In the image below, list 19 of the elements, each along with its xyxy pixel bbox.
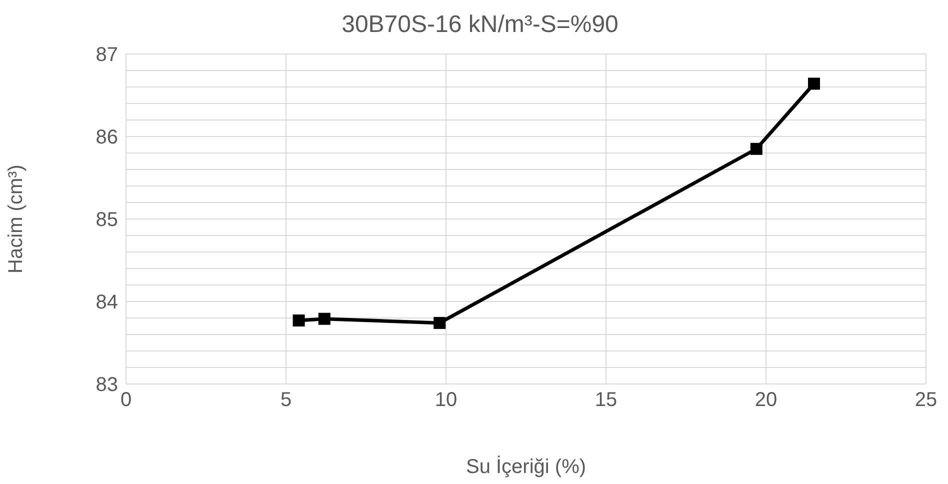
y-tick-label: 83 bbox=[96, 374, 118, 396]
point bbox=[292, 314, 305, 326]
x-tick-label: 15 bbox=[594, 389, 618, 412]
x-tick-label: 10 bbox=[434, 389, 458, 412]
x-tick-label: 20 bbox=[754, 389, 778, 412]
y-tick-label: 85 bbox=[96, 209, 118, 232]
point bbox=[434, 316, 446, 329]
point bbox=[808, 78, 820, 90]
x-tick-label: 0 bbox=[120, 389, 132, 412]
point bbox=[318, 312, 330, 325]
point bbox=[750, 142, 762, 155]
x-tick-label: 25 bbox=[914, 389, 938, 412]
y-tick-label: 87 bbox=[96, 44, 118, 66]
chart-title: 30B70S-16 kN/m³-S=%90 bbox=[342, 11, 618, 38]
y-axis-title: Hacim (cm³) bbox=[5, 164, 27, 274]
x-tick-label: 5 bbox=[280, 389, 292, 412]
y-tick-label: 84 bbox=[96, 292, 118, 314]
y-tick-label: 86 bbox=[96, 126, 118, 149]
x-axis-title: Su İçeriği (%) bbox=[466, 455, 586, 478]
